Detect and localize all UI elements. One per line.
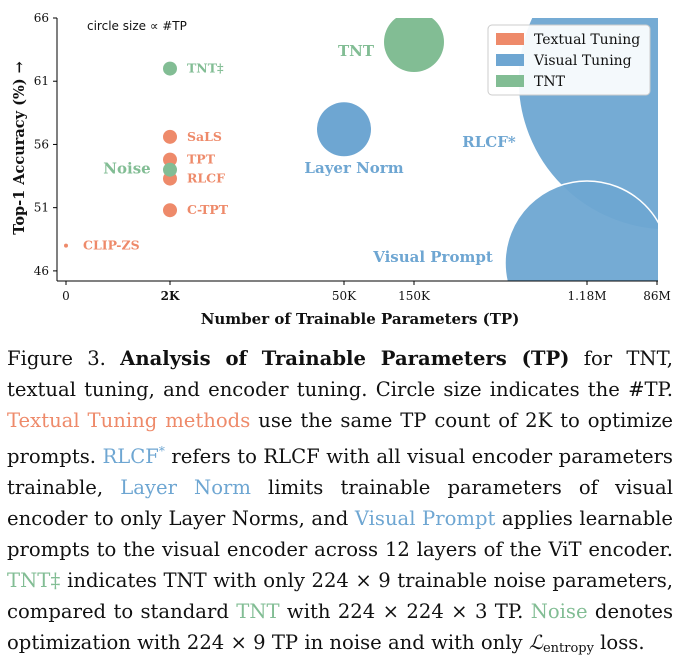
point-label-c-tpt: C-TPT bbox=[187, 202, 229, 217]
x-axis-label: Number of Trainable Parameters (TP) bbox=[201, 310, 520, 328]
point-label-layer-norm: Layer Norm bbox=[304, 159, 403, 177]
caption-loss-subscript: entropy bbox=[542, 641, 594, 656]
bubble-layer-norm bbox=[317, 102, 371, 157]
bubble-tpt bbox=[163, 152, 177, 167]
y-tick-label: 46 bbox=[34, 264, 49, 278]
caption-title: Analysis of Trainable Parameters (TP) bbox=[120, 347, 570, 370]
caption-rlcf-star: * bbox=[158, 444, 165, 458]
figure-caption: Figure 3. Analysis of Trainable Paramete… bbox=[7, 343, 673, 664]
caption-text: loss. bbox=[593, 631, 645, 654]
y-tick-label: 61 bbox=[34, 74, 49, 88]
caption-text: indicates TNT with only 224 × 9 trainabl… bbox=[7, 569, 673, 623]
legend-label-visual-tuning: Visual Tuning bbox=[533, 53, 632, 69]
legend-label-tnt: TNT bbox=[534, 74, 566, 90]
caption-loss-symbol: ℒ bbox=[528, 631, 543, 654]
caption-tnt-dagger: TNT‡ bbox=[7, 569, 61, 592]
point-label-visual-prompt: Visual Prompt bbox=[372, 248, 493, 266]
y-tick-label: 56 bbox=[34, 137, 49, 151]
caption-tnt: TNT bbox=[236, 600, 280, 623]
x-tick-label: 86M bbox=[643, 289, 671, 303]
point-label-tnt: TNT bbox=[338, 42, 375, 60]
point-label-sals: SaLS bbox=[187, 129, 222, 144]
caption-rlcf-label: RLCF bbox=[102, 445, 159, 468]
bubble-sals bbox=[163, 129, 177, 144]
legend-box bbox=[487, 24, 651, 96]
caption-text: with 224 × 224 × 3 TP. bbox=[279, 600, 531, 623]
point-label-clip-zs: CLIP-ZS bbox=[83, 238, 140, 253]
x-tick-label: 0 bbox=[62, 289, 70, 303]
caption-text: for TNT, textual tuning, and encoder tun… bbox=[7, 347, 673, 401]
caption-figure-label: Figure 3. bbox=[7, 347, 106, 370]
legend-swatch-visual-tuning bbox=[496, 54, 524, 66]
bubble-clip-zs bbox=[64, 243, 68, 248]
x-tick-label: 1.18M bbox=[567, 289, 606, 303]
legend: Textual Tuning Visual Tuning TNT bbox=[487, 24, 651, 96]
x-tick-label: 2K bbox=[161, 289, 180, 303]
bubble-c-tpt bbox=[163, 203, 177, 218]
caption-text: use the same TP count of 2K to optimize … bbox=[7, 409, 674, 468]
caption-rlcf: RLCF* bbox=[102, 444, 165, 468]
caption-text: applies learnable prompts to the visual … bbox=[7, 507, 673, 561]
y-tick-label: 51 bbox=[34, 201, 49, 215]
point-label-tpt: TPT bbox=[187, 152, 216, 167]
legend-swatch-textual-tuning bbox=[496, 33, 524, 45]
x-tick-label: 150K bbox=[398, 289, 431, 303]
size-annotation: circle size ∝ #TP bbox=[87, 19, 187, 33]
point-label-noise: Noise bbox=[103, 160, 150, 178]
bubble-noise bbox=[163, 162, 177, 177]
caption-text: refers to RLCF with all visual encoder p… bbox=[7, 445, 673, 499]
scatter-chart: RLCF* Visual Prompt TNT Layer Norm SaLS TPT RL… bbox=[11, 11, 671, 328]
point-label-tnt: TNT‡ bbox=[187, 61, 224, 76]
caption-visual-prompt: Visual Prompt bbox=[354, 507, 496, 530]
y-axis-label: Top-1 Accuracy (%) → bbox=[11, 61, 28, 235]
caption-noise: Noise bbox=[530, 600, 588, 623]
caption-textual-methods: Textual Tuning methods bbox=[7, 409, 251, 432]
caption-text: denotes optimization with 224 × 9 TP in … bbox=[7, 600, 673, 654]
point-label-rlcf: RLCF bbox=[187, 171, 225, 186]
bubble-tnt bbox=[384, 18, 444, 73]
point-label-layer: RLCF* Visual Prompt TNT Layer Norm SaLS TPT RL… bbox=[83, 42, 516, 266]
caption-text: limits trainable parameters of visual en… bbox=[7, 476, 673, 530]
legend-label-textual-tuning: Textual Tuning bbox=[534, 32, 640, 48]
caption-layer-norm: Layer Norm bbox=[120, 476, 251, 499]
point-label-rlcf: RLCF* bbox=[462, 133, 516, 151]
legend-swatch-tnt bbox=[496, 75, 524, 87]
bubble-tnt bbox=[163, 61, 177, 76]
bubble-visual-prompt bbox=[504, 180, 658, 281]
y-tick-label: 66 bbox=[34, 11, 49, 25]
x-tick-label: 50K bbox=[332, 289, 357, 303]
axes: 46 51 56 61 66 0 2K 50K 150K 1.18M 86M Number of Tr… bbox=[11, 11, 671, 328]
